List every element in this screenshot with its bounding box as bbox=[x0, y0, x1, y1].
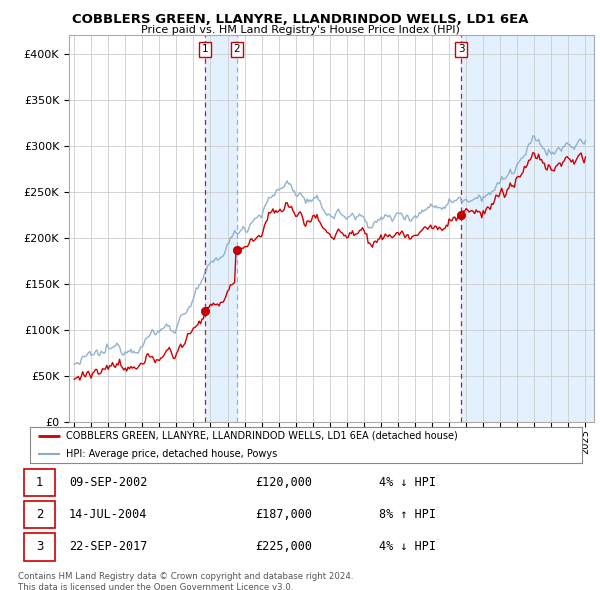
Text: 09-SEP-2002: 09-SEP-2002 bbox=[69, 476, 147, 489]
Text: 1: 1 bbox=[35, 476, 43, 489]
Text: 4% ↓ HPI: 4% ↓ HPI bbox=[379, 540, 436, 553]
Text: 22-SEP-2017: 22-SEP-2017 bbox=[69, 540, 147, 553]
Bar bbox=[205, 35, 237, 422]
FancyBboxPatch shape bbox=[23, 533, 55, 560]
Text: 1: 1 bbox=[202, 44, 209, 54]
Text: 4% ↓ HPI: 4% ↓ HPI bbox=[379, 476, 436, 489]
Bar bbox=[461, 35, 594, 422]
Text: 14-JUL-2004: 14-JUL-2004 bbox=[69, 508, 147, 522]
Text: Price paid vs. HM Land Registry's House Price Index (HPI): Price paid vs. HM Land Registry's House … bbox=[140, 25, 460, 35]
Text: £187,000: £187,000 bbox=[255, 508, 312, 522]
Text: 3: 3 bbox=[36, 540, 43, 553]
FancyBboxPatch shape bbox=[23, 501, 55, 529]
Text: 3: 3 bbox=[458, 44, 464, 54]
Text: 2: 2 bbox=[233, 44, 240, 54]
Text: COBBLERS GREEN, LLANYRE, LLANDRINDOD WELLS, LD1 6EA (detached house): COBBLERS GREEN, LLANYRE, LLANDRINDOD WEL… bbox=[66, 431, 458, 441]
FancyBboxPatch shape bbox=[23, 469, 55, 496]
Text: Contains HM Land Registry data © Crown copyright and database right 2024.: Contains HM Land Registry data © Crown c… bbox=[18, 572, 353, 581]
Text: HPI: Average price, detached house, Powys: HPI: Average price, detached house, Powy… bbox=[66, 449, 277, 459]
Text: 2: 2 bbox=[35, 508, 43, 522]
Text: COBBLERS GREEN, LLANYRE, LLANDRINDOD WELLS, LD1 6EA: COBBLERS GREEN, LLANYRE, LLANDRINDOD WEL… bbox=[72, 13, 528, 26]
Text: £225,000: £225,000 bbox=[255, 540, 312, 553]
Text: £120,000: £120,000 bbox=[255, 476, 312, 489]
Text: 8% ↑ HPI: 8% ↑ HPI bbox=[379, 508, 436, 522]
Text: This data is licensed under the Open Government Licence v3.0.: This data is licensed under the Open Gov… bbox=[18, 583, 293, 590]
